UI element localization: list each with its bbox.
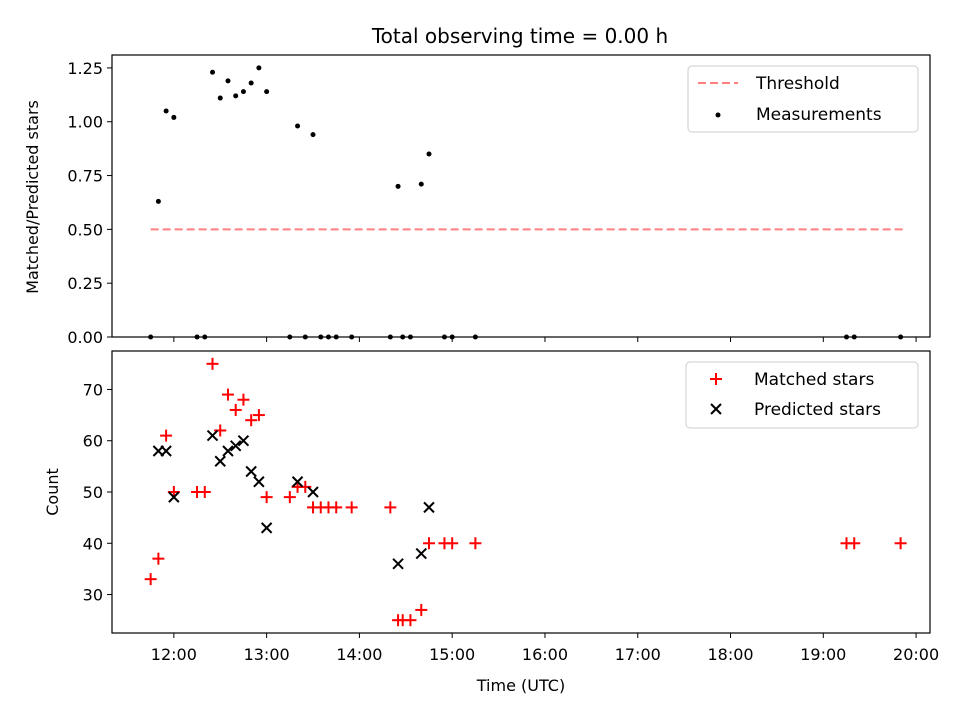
matched-star-point [221, 388, 234, 401]
legend-measurements-swatch [715, 112, 721, 118]
predicted-star-point [245, 465, 257, 478]
bottom-y-tick-label: 70 [83, 380, 103, 399]
measurement-point [225, 78, 231, 84]
matched-star-point [894, 537, 907, 550]
top-chart-title: Total observing time = 0.00 h [371, 24, 668, 48]
matched-star-point [384, 501, 397, 514]
measurement-point [426, 151, 432, 157]
legend-matched-label: Matched stars [754, 370, 874, 390]
measurement-point [240, 89, 246, 95]
top-y-tick-label: 1.25 [67, 59, 103, 78]
predicted-star-point [206, 429, 219, 442]
matched-star-point [198, 486, 211, 498]
matched-star-point [422, 537, 435, 550]
top-y-tick-label: 1.00 [67, 113, 103, 132]
predicted-star-point [392, 558, 404, 570]
measurement-point [395, 183, 401, 189]
top-legend: Threshold Measurements [687, 65, 919, 133]
bottom-x-tick-label: 20:00 [893, 645, 939, 664]
bottom-x-axis-label: Time (UTC) [476, 676, 565, 695]
legend-threshold-label: Threshold [755, 74, 840, 94]
matched-star-point [245, 414, 258, 427]
top-y-axis-label: Matched/Predicted stars [23, 100, 42, 294]
matched-star-point [404, 614, 417, 627]
matched-star-point [848, 537, 861, 550]
predicted-star-point [229, 440, 242, 452]
matched-star-point [152, 552, 165, 565]
bottom-y-tick-label: 60 [83, 432, 103, 451]
measurement-point [310, 132, 316, 138]
bottom-x-tick-label: 12:00 [151, 645, 197, 664]
legend-predicted-label: Predicted stars [754, 400, 881, 420]
bottom-chart: 30 40 50 60 70 12:00 13:00 14:00 15:00 16:00 17:00… [43, 350, 939, 695]
bottom-x-tick-label: 15:00 [429, 645, 475, 664]
predicted-star-point [214, 455, 226, 467]
matched-star-point [415, 603, 428, 616]
predicted-star-point [237, 435, 250, 447]
measurement-point [418, 181, 424, 187]
bottom-legend-box [685, 361, 919, 429]
predicted-star-point [222, 445, 234, 457]
top-plot-area: 0.00 0.25 0.50 0.75 1.00 1.25 [67, 59, 917, 347]
matched-star-point [237, 393, 250, 406]
top-y-tick-label: 0.50 [67, 220, 103, 239]
bottom-x-tick-label: 13:00 [244, 645, 290, 664]
measurement-point [155, 198, 161, 204]
matched-star-point [330, 501, 343, 514]
matched-star-point [283, 491, 296, 504]
top-axes-frame [111, 54, 931, 338]
measurement-point [210, 69, 216, 75]
predicted-star-point [253, 476, 265, 488]
bottom-plot-area: 30 40 50 60 70 12:00 13:00 14:00 15:00 16:00 17:00… [83, 357, 939, 664]
measurement-point [295, 123, 301, 129]
top-legend-box [687, 65, 919, 133]
top-y-tick-label: 0.25 [67, 274, 103, 293]
top-y-tick-label: 0.00 [67, 328, 103, 347]
bottom-axes-frame [111, 350, 931, 634]
top-y-tick-label: 0.75 [67, 167, 103, 186]
legend-measurements-label: Measurements [756, 105, 882, 125]
bottom-x-tick-label: 18:00 [707, 645, 753, 664]
legend-matched-swatch [710, 373, 722, 385]
predicted-star-point [168, 491, 180, 503]
matched-star-point [206, 357, 219, 370]
matched-star-point [345, 501, 358, 514]
bottom-x-tick-label: 16:00 [522, 645, 568, 664]
bottom-x-tick-label: 19:00 [800, 645, 846, 664]
measurement-point [248, 80, 254, 86]
predicted-star-point [260, 522, 273, 534]
measurement-point [233, 93, 239, 99]
measurement-point [264, 89, 270, 95]
matched-star-point [229, 403, 242, 416]
bottom-y-tick-label: 50 [83, 483, 103, 502]
bottom-y-tick-label: 30 [83, 586, 103, 605]
measurement-point [256, 65, 262, 71]
bottom-y-tick-label: 40 [83, 534, 103, 553]
legend-predicted-swatch [710, 403, 722, 415]
matched-star-point [260, 491, 273, 504]
matched-star-point [144, 573, 157, 586]
matched-star-point [252, 409, 265, 422]
predicted-star-point [415, 547, 427, 560]
bottom-y-axis-label: Count [43, 468, 62, 516]
matched-star-point [469, 537, 482, 550]
bottom-x-tick-label: 14:00 [336, 645, 382, 664]
bottom-legend: Matched stars Predicted stars [685, 361, 919, 429]
matched-star-point [446, 537, 459, 550]
bottom-x-tick-label: 17:00 [615, 645, 661, 664]
predicted-star-point [423, 501, 435, 514]
predicted-star-point [291, 476, 304, 488]
predicted-star-point [160, 445, 172, 457]
measurement-point [163, 108, 169, 114]
predicted-star-point [307, 486, 319, 498]
measurement-point [171, 114, 177, 120]
measurement-point [217, 95, 223, 101]
top-chart: Total observing time = 0.00 h 0.000.250.… [23, 24, 931, 347]
matched-star-point [160, 429, 173, 442]
